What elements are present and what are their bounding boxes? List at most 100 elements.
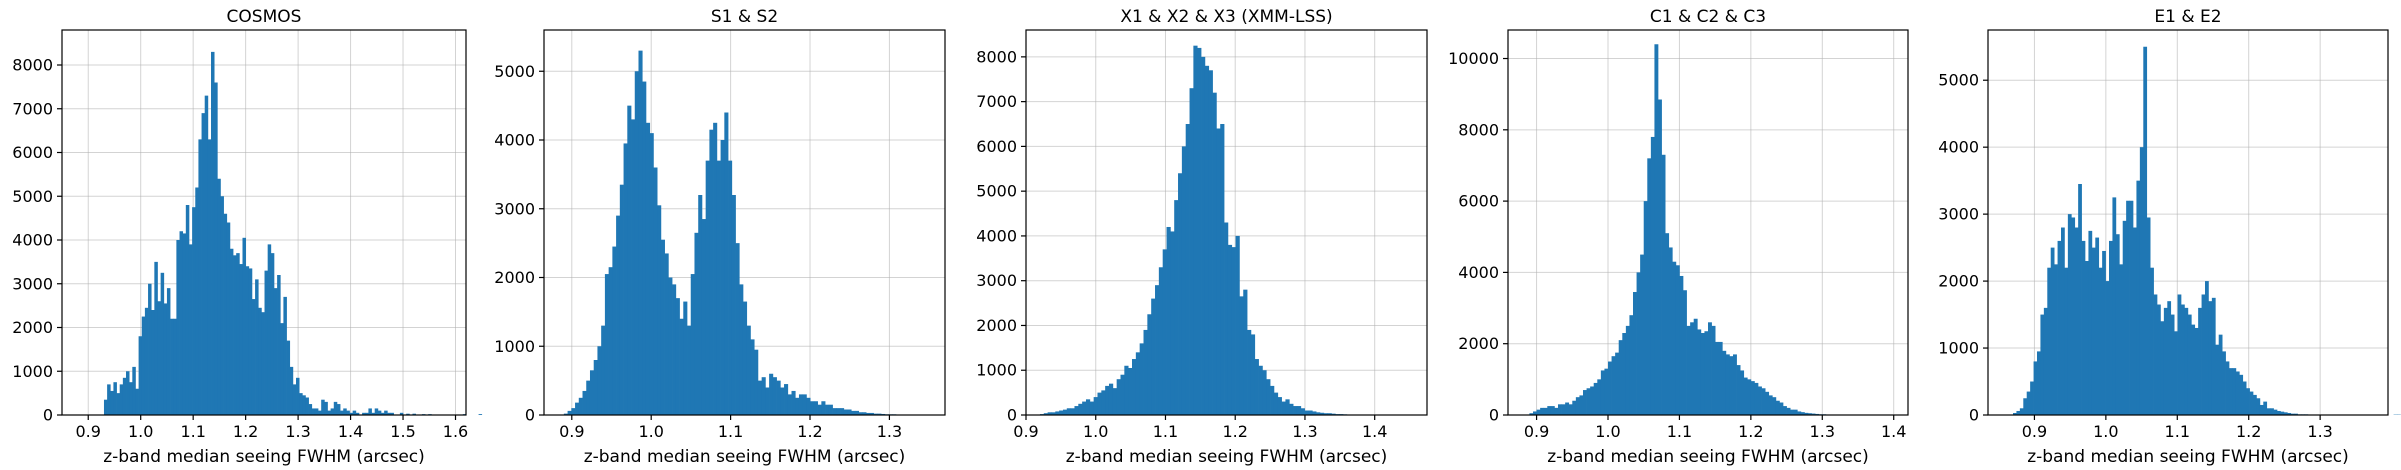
- y-tick-label: 7000: [12, 99, 53, 118]
- histogram-bar: [1558, 404, 1562, 415]
- histogram-bar: [1116, 379, 1121, 415]
- histogram-bar: [660, 239, 665, 415]
- y-tick-label: 6000: [976, 137, 1017, 156]
- histogram-bar: [1654, 44, 1659, 415]
- histogram-bar: [2139, 147, 2144, 416]
- histogram-bar: [2249, 391, 2254, 415]
- histogram-bar: [352, 410, 357, 416]
- histogram-bar: [2023, 398, 2028, 415]
- histogram-bar: [608, 267, 613, 415]
- histogram-bar: [1747, 379, 1752, 415]
- chart-title: S1 & S2: [711, 7, 778, 27]
- histogram-bar: [1316, 412, 1321, 415]
- histogram-bar: [1729, 356, 1734, 415]
- histogram-bar: [1143, 329, 1148, 415]
- histogram-bar: [843, 409, 848, 415]
- x-tick-label: 1.3: [2307, 422, 2332, 441]
- histogram-bar: [1158, 267, 1164, 415]
- histogram-bar: [1220, 124, 1225, 415]
- histogram-bar: [687, 325, 692, 416]
- histogram-bar: [251, 299, 256, 415]
- histogram-bar: [362, 412, 366, 415]
- histogram-bar: [1216, 128, 1221, 416]
- x-tick-label: 0.9: [2022, 422, 2047, 441]
- histogram-bar: [2074, 227, 2079, 415]
- histogram-bar: [612, 246, 617, 415]
- histogram-bar: [2019, 408, 2024, 415]
- x-tick-label: 1.0: [2093, 422, 2118, 441]
- histogram-bar: [110, 390, 114, 415]
- x-tick-label: 1.2: [2236, 422, 2261, 441]
- histogram-bar: [2040, 314, 2045, 415]
- histogram-bar: [103, 399, 108, 415]
- histogram-bar: [1101, 390, 1106, 415]
- x-tick-label: 1.5: [390, 422, 415, 441]
- histogram-bar: [2047, 267, 2052, 415]
- histogram-bar: [176, 240, 180, 415]
- histogram-bar: [258, 307, 262, 415]
- histogram-bar: [780, 387, 785, 415]
- y-tick-label: 1000: [12, 362, 53, 381]
- histogram-bar: [1611, 356, 1616, 415]
- histogram-bar: [1647, 158, 1652, 415]
- histogram-bar: [690, 274, 695, 415]
- histogram-bar: [185, 205, 190, 415]
- histogram-bar: [1618, 340, 1623, 415]
- histogram-bar: [2071, 217, 2076, 415]
- histogram-bar: [1679, 275, 1684, 415]
- histogram-bar: [1586, 388, 1591, 415]
- histogram-bar: [1633, 292, 1637, 415]
- histogram-bar: [2088, 230, 2093, 415]
- histogram-bar: [107, 384, 111, 416]
- histogram-bar: [2013, 412, 2017, 415]
- y-tick-label: 1000: [494, 337, 535, 356]
- histogram-bar: [377, 410, 382, 416]
- x-tick-label: 1.1: [1667, 422, 1692, 441]
- histogram-bar: [1327, 413, 1332, 415]
- histogram-bar: [683, 301, 688, 415]
- x-tick-label: 1.3: [877, 422, 902, 441]
- histogram-bar: [1304, 410, 1309, 415]
- histogram-bar: [586, 380, 591, 416]
- histogram-bar: [1197, 47, 1202, 415]
- x-axis-label: z-band median seeing FWHM (arcsec): [584, 447, 906, 467]
- histogram-bar: [273, 288, 278, 416]
- histogram-bar: [387, 412, 391, 415]
- histogram-bar: [1575, 397, 1580, 415]
- histogram-bar: [478, 414, 483, 416]
- histogram-bar: [821, 401, 826, 415]
- histogram-bar: [406, 413, 410, 415]
- histogram-bar: [371, 412, 376, 415]
- histogram-bar: [724, 112, 729, 415]
- histogram-bar: [1636, 272, 1641, 415]
- histogram-bar: [1622, 333, 1627, 415]
- histogram-bar: [582, 390, 587, 415]
- histogram-bar: [601, 325, 606, 416]
- histogram-bar: [336, 404, 341, 415]
- histogram-bar: [1151, 298, 1156, 415]
- histogram-bar: [1105, 385, 1110, 415]
- histogram-bar: [1108, 383, 1114, 415]
- histogram-bar: [170, 318, 174, 415]
- x-tick-label: 0.9: [76, 422, 101, 441]
- histogram-bar: [226, 222, 231, 415]
- x-tick-label: 1.1: [180, 422, 205, 441]
- histogram-bar: [1650, 136, 1655, 415]
- histogram-bar: [2205, 281, 2209, 415]
- histogram-bar: [1097, 392, 1102, 415]
- histogram-bar: [1804, 412, 1809, 415]
- histogram-bar: [1166, 226, 1171, 415]
- histogram-bar: [2136, 180, 2141, 415]
- histogram-bar: [2211, 297, 2216, 415]
- histogram-bar: [217, 178, 221, 415]
- histogram-bar: [2105, 281, 2110, 415]
- histogram-bar: [148, 283, 152, 415]
- histogram-bar: [2078, 184, 2082, 415]
- histogram-bar: [280, 323, 284, 416]
- histogram-bar: [873, 413, 878, 416]
- histogram-bar: [604, 274, 609, 415]
- histogram-bar: [1204, 65, 1210, 415]
- histogram-bar: [223, 213, 228, 415]
- histogram-bar: [207, 139, 212, 416]
